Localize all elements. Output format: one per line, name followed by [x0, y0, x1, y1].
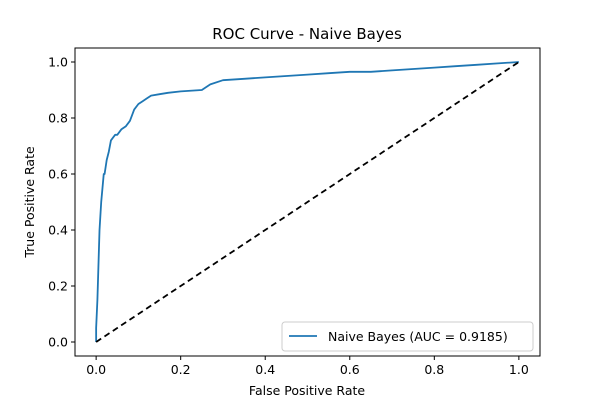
roc-curve-line: [95, 61, 519, 342]
y-tick-label: 0.0: [48, 335, 68, 350]
y-tick-label: 0.8: [48, 111, 68, 126]
y-tick-label: 1.0: [48, 55, 68, 70]
x-tick-label: 0.0: [86, 362, 106, 377]
series-layer: [95, 61, 520, 343]
x-tick-label: 0.2: [171, 362, 191, 377]
y-tick-label: 0.6: [48, 167, 68, 182]
chance-diagonal-line: [95, 61, 520, 343]
plot-frame: [74, 47, 541, 357]
legend-box: [281, 321, 534, 352]
x-axis: 0.0 0.2 0.4 0.6 0.8 1.0: [86, 356, 529, 377]
x-axis-title: False Positive Rate: [249, 383, 365, 398]
x-tick-label: 1.0: [509, 362, 529, 377]
legend: Naive Bayes (AUC = 0.9185): [281, 321, 534, 352]
legend-label: Naive Bayes (AUC = 0.9185): [328, 329, 508, 344]
y-tick-label: 0.2: [48, 279, 68, 294]
y-axis-title: True Positive Rate: [22, 146, 37, 259]
x-tick-label: 0.6: [340, 362, 360, 377]
y-axis: 0.0 0.2 0.4 0.6 0.8 1.0: [48, 55, 75, 350]
y-tick-label: 0.4: [48, 223, 68, 238]
plot-area: [74, 47, 541, 357]
x-tick-label: 0.4: [255, 362, 275, 377]
chart-title: ROC Curve - Naive Bayes: [212, 25, 402, 43]
x-tick-label: 0.8: [424, 362, 444, 377]
